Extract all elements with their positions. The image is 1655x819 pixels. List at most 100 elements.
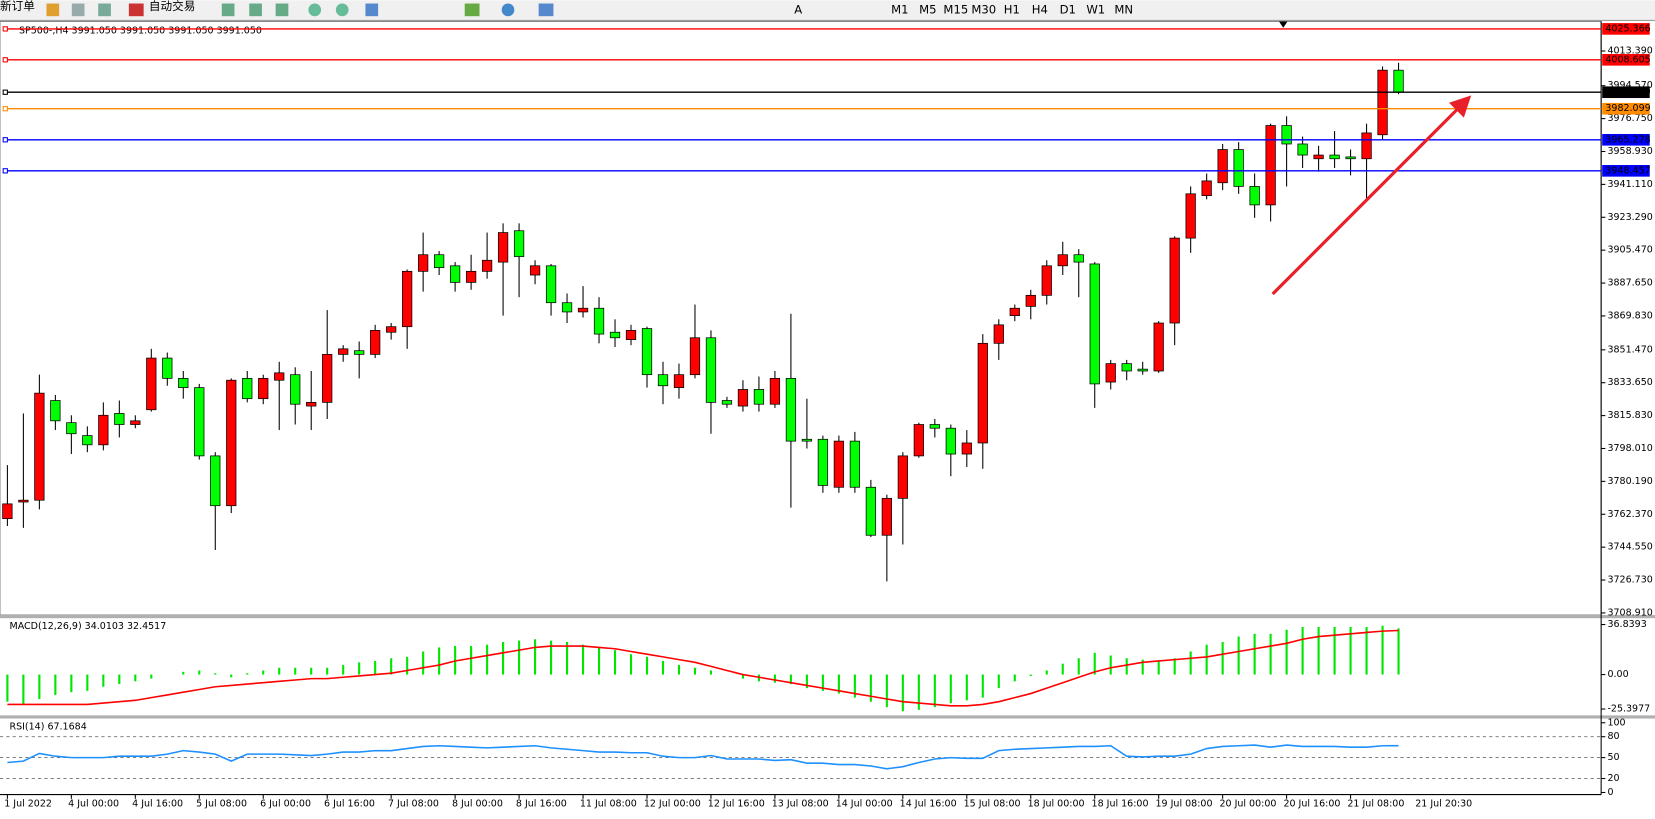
macd-bar: [1397, 628, 1400, 675]
macd-bar: [629, 654, 633, 675]
candle-body: [865, 486, 876, 536]
macd-bar: [1141, 659, 1144, 675]
y-tick-label: 3994.570: [1607, 80, 1652, 91]
macd-bar: [278, 667, 281, 675]
timeframe-button[interactable]: D1: [1060, 2, 1076, 16]
macd-bar: [1077, 658, 1080, 675]
macd-bar: [6, 674, 9, 702]
y-tick-label: 3923.290: [1607, 212, 1652, 223]
candle-body: [1057, 254, 1068, 267]
macd-bar: [198, 670, 201, 675]
timeframe-button[interactable]: M30: [971, 2, 996, 16]
candle-body: [705, 337, 717, 403]
candle-body: [1233, 149, 1244, 187]
timeframe-button[interactable]: M5: [919, 2, 936, 16]
macd-bar: [1125, 658, 1128, 675]
macd-bar: [581, 644, 585, 675]
icon: [275, 3, 289, 17]
timeframe-button[interactable]: H4: [1032, 2, 1048, 16]
timeframes: M1 M5 M15 M30 H1 H4 D1 W1 MN: [891, 2, 1133, 16]
macd-bar: [837, 674, 840, 694]
level-label: 3965.278: [1605, 134, 1650, 145]
macd-bar: [54, 674, 57, 695]
macd-bar: [1205, 644, 1208, 675]
macd-bar: [102, 674, 105, 687]
macd-signal-line: [7, 629, 1399, 707]
y-tick-label: 3708.910: [1607, 607, 1652, 618]
macd-bar: [422, 651, 425, 675]
icon: [128, 3, 144, 17]
macd-bar: [1269, 633, 1272, 675]
macd-bar: [246, 673, 249, 675]
candle-body: [1313, 154, 1324, 160]
y-tick-label: 3744.550: [1607, 542, 1652, 553]
macd-bar: [1349, 627, 1352, 675]
macd-bar: [230, 674, 233, 678]
candle-body: [82, 435, 93, 446]
candle-body: [306, 401, 317, 407]
y-tick-label: 80: [1607, 731, 1619, 742]
macd-bar: [1237, 636, 1240, 675]
macd-bar: [1285, 629, 1288, 675]
macd-bar: [486, 644, 489, 675]
chart-title: SP500-,H4 3991.050 3991.050 3991.050 399…: [19, 25, 262, 36]
macd-bar: [118, 674, 121, 685]
x-tick-label: 15 Jul 08:00: [964, 799, 1021, 810]
macd-bar: [917, 674, 920, 710]
candle-body: [609, 331, 621, 339]
timeframe-button[interactable]: W1: [1086, 2, 1105, 16]
candle-body: [242, 378, 253, 400]
candle-body: [529, 265, 541, 276]
macd-bar: [789, 674, 792, 685]
macd-bar: [1221, 641, 1224, 675]
candle-body: [66, 422, 77, 435]
toolbar-button[interactable]: 新订单: [0, 0, 35, 13]
icon: [46, 3, 60, 17]
level-handle: [2, 168, 8, 174]
macd-bar: [677, 665, 681, 675]
candle-body: [274, 372, 285, 381]
candle-body: [449, 265, 461, 283]
candle-body: [545, 265, 557, 304]
y-tick-label: 3976.750: [1607, 113, 1652, 124]
candle-body: [1393, 69, 1404, 93]
toolbar: 新订单 自动交易 A: [0, 0, 802, 16]
macd-bar: [645, 656, 649, 675]
candle-body: [561, 302, 573, 313]
timeframe-button[interactable]: H1: [1004, 2, 1020, 16]
y-tick-label: 3815.830: [1607, 410, 1652, 421]
candle-body: [1105, 363, 1116, 383]
toolbar-button[interactable]: 自动交易: [149, 0, 195, 13]
candle-body: [1073, 254, 1084, 263]
candle-body: [434, 254, 445, 269]
level-label: 4025.366: [1605, 23, 1650, 34]
main-plot-frame: [0, 20, 1602, 616]
x-tick-label: 6 Jul 16:00: [324, 799, 375, 810]
macd-bar: [38, 674, 41, 699]
candle-body: [194, 387, 205, 457]
candle-body: [1153, 322, 1164, 372]
toolbar-bg: [0, 0, 1655, 21]
macd-bar: [1093, 652, 1096, 675]
macd-bar: [406, 656, 409, 675]
annotation-arrow: [1271, 105, 1461, 296]
x-tick-label: 1 Jul 2022: [4, 799, 52, 810]
y-tick-label: 3851.470: [1607, 344, 1652, 355]
candle-body: [402, 270, 413, 328]
timeframe-button[interactable]: M1: [891, 2, 908, 16]
candle-body: [1137, 368, 1148, 372]
timeframe-button[interactable]: M15: [943, 2, 968, 16]
candle-body: [1377, 69, 1388, 136]
toolbar-icon-text: A: [794, 2, 802, 16]
candle-body: [673, 374, 685, 388]
x-tick-label: 8 Jul 16:00: [516, 799, 567, 810]
candle-body: [993, 324, 1004, 344]
macd-bar: [965, 674, 968, 701]
timeframe-button[interactable]: MN: [1114, 2, 1133, 16]
candle-body: [98, 414, 109, 446]
candle-body: [114, 413, 125, 425]
x-tick-label: 6 Jul 00:00: [260, 799, 311, 810]
y-tick-label: 50: [1607, 752, 1619, 763]
candle-body: [1265, 125, 1276, 206]
